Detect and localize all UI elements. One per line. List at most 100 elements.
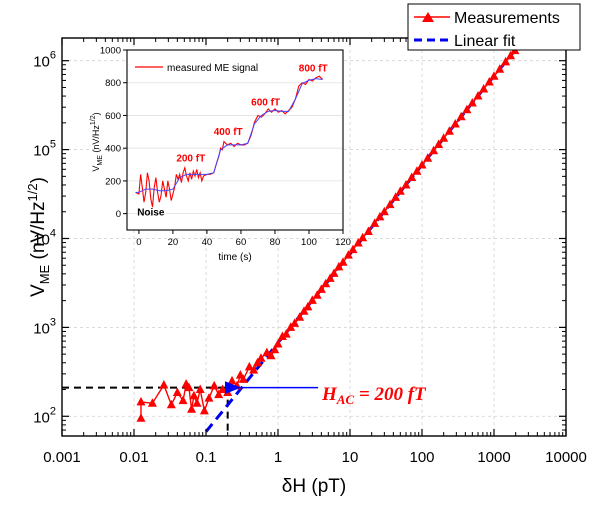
annotation-label: HAC = 200 fT: [321, 384, 427, 407]
inset-step-label: 400 fT: [214, 127, 243, 138]
measurement-point: [379, 206, 389, 216]
measurement-point: [401, 179, 411, 189]
x-tick-label: 100: [409, 449, 434, 466]
measurement-point: [307, 295, 317, 304]
y-tick-label: 103: [33, 316, 56, 337]
inset-background: [127, 50, 343, 230]
measurement-point: [270, 344, 280, 354]
measurement-point: [417, 160, 427, 169]
inset-x-tick-label: 100: [301, 237, 317, 248]
y-tick-exponent: 6: [50, 50, 56, 62]
measurement-point: [299, 306, 309, 315]
inset-axis-ticks: 0 20 40 60 80 100 120 0 200 400 600 800 1000: [100, 46, 351, 249]
measurement-point: [325, 273, 335, 282]
y-tick-base: 10: [33, 54, 50, 71]
measurement-point: [501, 56, 511, 66]
measurement-point: [343, 250, 353, 259]
measurement-point: [358, 232, 368, 242]
inset-step-label: 200 fT: [176, 153, 205, 164]
legend-box: [407, 3, 581, 51]
measurement-point: [273, 339, 283, 348]
measurement-point: [395, 186, 405, 195]
legend-measurements-marker: [422, 12, 434, 22]
main-y-axis-label: VME (nV/Hz1/2): [25, 177, 52, 297]
y-tick-exponent: 2: [50, 405, 56, 417]
measurement-point: [262, 347, 272, 357]
measurement-point: [444, 126, 454, 135]
measurement-point: [192, 398, 202, 407]
y-tick-base: 10: [33, 143, 50, 160]
measurement-point: [253, 357, 263, 367]
measurement-point: [375, 211, 385, 221]
legend: Measurements Linear fit: [407, 3, 581, 51]
measurement-point: [348, 244, 358, 254]
measurement-point: [479, 83, 489, 93]
x-tick-label: 0.001: [43, 449, 81, 466]
measurement-point: [266, 350, 276, 360]
x-tick-label: 1: [274, 449, 282, 466]
measurement-point: [484, 77, 494, 86]
measurement-point: [429, 145, 439, 155]
inset-annotations: Noise 200 fT 400 fT 600 fT 800 fT: [137, 63, 327, 218]
measurement-point: [184, 382, 194, 392]
measurement-point: [338, 257, 348, 266]
measurement-point: [147, 398, 157, 407]
inset-grid: [127, 82, 343, 215]
measurement-point: [321, 278, 331, 288]
measurement-point: [187, 404, 197, 413]
x-tick-label: 1000: [477, 449, 510, 466]
measurement-point: [178, 395, 188, 405]
x-tick-label: 0.1: [196, 449, 217, 466]
measurement-point: [172, 387, 182, 397]
x-tick-label: 10: [342, 449, 359, 466]
measurement-point: [295, 312, 305, 321]
inset-smoothed-line: [135, 78, 323, 193]
h-ac-annotation: HAC = 200 fT: [224, 381, 427, 407]
legend-linear-fit-label: Linear fit: [454, 33, 516, 50]
measurement-point: [329, 268, 339, 277]
measurement-point: [189, 390, 199, 400]
inset-step-label: 600 fT: [251, 98, 280, 109]
measurement-point: [136, 396, 146, 406]
measurement-point: [249, 365, 259, 374]
measurement-point: [290, 318, 300, 327]
inset-y-tick-label: 0: [116, 209, 121, 220]
measurement-point: [199, 405, 209, 415]
inset-chart: 0 20 40 60 80 100 120 0 200 400 600 800 1000 Noise 20…: [90, 46, 351, 264]
measurement-point: [312, 290, 322, 299]
measurement-point: [166, 399, 176, 409]
inset-x-tick-label: 40: [202, 237, 213, 248]
measurement-point: [467, 98, 477, 107]
measurement-point: [353, 237, 363, 247]
measurement-point: [195, 384, 205, 394]
measurement-point: [209, 380, 219, 390]
measurement-point: [214, 389, 224, 399]
inset-series: [135, 75, 323, 208]
measurement-point: [462, 104, 472, 114]
measurement-point: [159, 379, 169, 389]
inset-legend-label: measured ME signal: [167, 63, 258, 74]
y-tick-label: 102: [33, 405, 56, 426]
measurement-point: [363, 226, 373, 235]
main-plot-frame: [61, 37, 567, 437]
y-tick-label: 105: [33, 139, 56, 160]
measurement-point: [439, 133, 449, 142]
legend-measurements-label: Measurements: [454, 10, 560, 27]
y-tick-label: 106: [33, 50, 56, 71]
inset-x-tick-label: 20: [168, 237, 179, 248]
measurement-point: [218, 384, 228, 394]
measurement-point: [204, 393, 214, 402]
measurement-point: [473, 90, 483, 100]
inset-y-tick-label: 200: [105, 176, 121, 187]
x-tick-label: 0.01: [119, 449, 148, 466]
measurement-point: [506, 50, 516, 60]
measurement-point: [136, 413, 146, 422]
measurements-series: [136, 45, 520, 422]
y-tick-exponent: 5: [50, 139, 56, 151]
measurement-point: [244, 361, 254, 371]
y-tick-exponent: 3: [50, 316, 56, 328]
inset-plot-frame: [126, 49, 344, 231]
y-tick-base: 10: [33, 320, 50, 337]
measurement-point: [450, 119, 460, 128]
inset-legend: measured ME signal: [135, 63, 258, 74]
